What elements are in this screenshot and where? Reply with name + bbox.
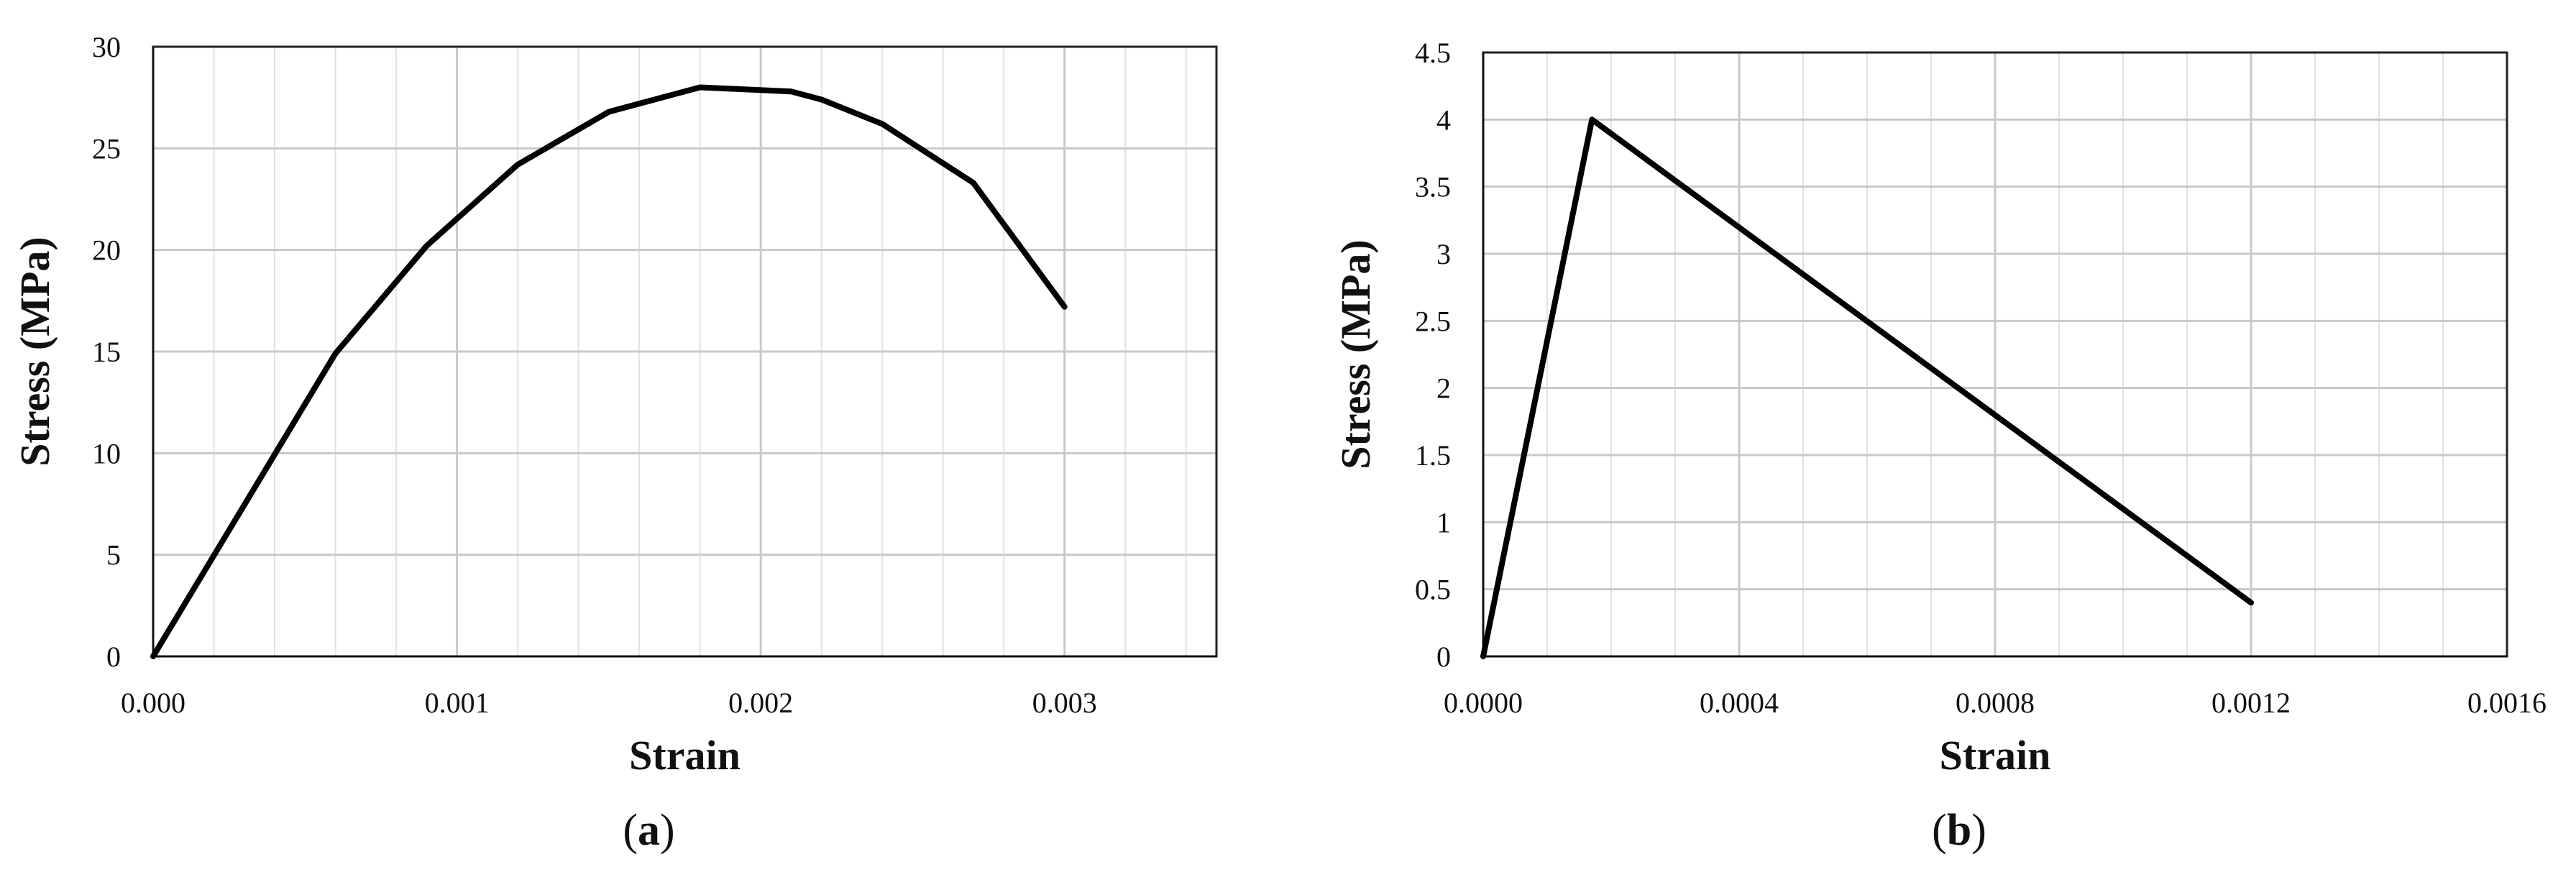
- chart-b-x-tick-label: 0.0008: [1956, 687, 2035, 719]
- chart-a-y-axis-title: Stress (MPa): [12, 237, 58, 466]
- chart-a-y-tick-label: 25: [92, 132, 121, 165]
- chart-a-y-tick-label: 30: [92, 31, 121, 63]
- chart-a-x-tick-label: 0.002: [728, 687, 793, 719]
- chart-b-y-tick-label: 4.5: [1415, 37, 1451, 69]
- chart-a: 0.000 0.001 0.002 0.003 0 5 10 15 20 25 30 Strain St…: [12, 31, 1218, 855]
- chart-b-x-tick-label: 0.0012: [2211, 687, 2291, 719]
- chart-b-x-tick-label: 0.0004: [1700, 687, 1779, 719]
- chart-a-panel-label-open: (: [623, 806, 638, 855]
- chart-b-y-tick-label: 3: [1436, 238, 1451, 270]
- chart-b-y-tick-label: 4: [1436, 104, 1451, 136]
- chart-a-x-tick-label: 0.000: [121, 687, 185, 719]
- chart-b-y-tick-label: 3.5: [1415, 171, 1451, 203]
- chart-a-y-tick-label: 10: [92, 437, 121, 469]
- chart-a-panel-label-letter: a: [638, 806, 660, 855]
- chart-b-x-axis-title: Strain: [1940, 732, 2051, 779]
- chart-b-panel-label-letter: b: [1947, 806, 1971, 855]
- chart-b-y-tick-label: 0: [1436, 641, 1451, 673]
- chart-b-y-tick-label: 1.5: [1415, 439, 1451, 472]
- chart-b-panel-label-close: ): [1971, 806, 1986, 855]
- chart-a-panel-label: (a): [623, 806, 674, 855]
- chart-b-x-tick-label: 0.0016: [2467, 687, 2547, 719]
- chart-a-y-tick-label: 15: [92, 336, 121, 368]
- chart-b-y-tick-label: 2: [1436, 372, 1451, 405]
- chart-b-y-tick-label: 0.5: [1415, 574, 1451, 606]
- chart-a-panel-label-close: ): [660, 806, 675, 855]
- chart-a-series-line: [150, 84, 1068, 659]
- chart-b-y-tick-label: 2.5: [1415, 305, 1451, 337]
- chart-a-x-axis-title: Strain: [629, 732, 741, 779]
- chart-b-panel-label-open: (: [1932, 806, 1947, 855]
- chart-b-series-line: [1480, 116, 2254, 659]
- chart-b-panel-label: (b): [1932, 806, 1986, 855]
- chart-a-y-tick-label: 0: [106, 641, 121, 673]
- chart-b-y-tick-label: 1: [1436, 506, 1451, 538]
- chart-a-y-tick-label: 5: [106, 539, 121, 572]
- chart-a-x-tick-label: 0.003: [1032, 687, 1097, 719]
- chart-a-y-tick-label: 20: [92, 234, 121, 267]
- chart-a-x-tick-label: 0.001: [425, 687, 490, 719]
- chart-b-y-axis-title: Stress (MPa): [1332, 239, 1379, 469]
- chart-b: 0.0000 0.0004 0.0008 0.0012 0.0016 0 0.5 1 1.5 2 2…: [1332, 37, 2547, 855]
- chart-b-x-tick-label: 0.0000: [1444, 687, 1523, 719]
